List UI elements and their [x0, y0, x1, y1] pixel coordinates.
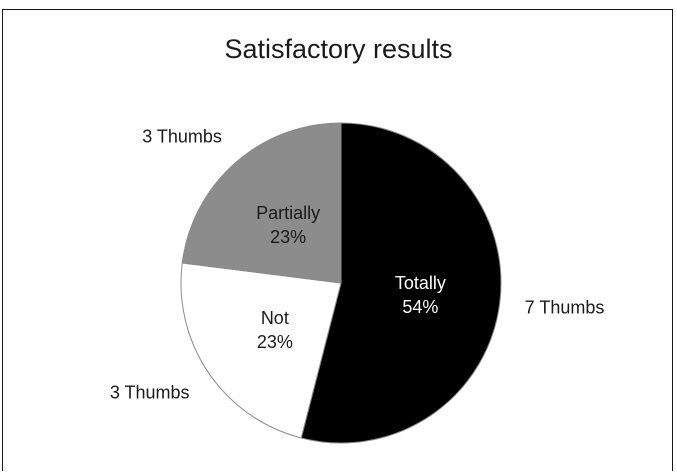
slice-count-label: 3 Thumbs	[110, 383, 190, 403]
slice-percent-label: 23%	[257, 332, 293, 352]
pie-slice-not	[180, 262, 342, 439]
slice-count-label: 3 Thumbs	[142, 127, 222, 147]
chart-title: Satisfactory results	[224, 34, 453, 64]
slice-percent-label: 23%	[270, 227, 306, 247]
pie-slice-partially	[181, 122, 342, 284]
slice-count-label: 7 Thumbs	[525, 297, 605, 317]
pie-labels: Totally 54% 7 Thumbs Not 23% 3 Thumbs Partiall…	[110, 127, 605, 403]
slice-percent-label: 54%	[402, 297, 438, 317]
pie-slices	[180, 122, 502, 444]
slice-name-label: Totally	[395, 273, 446, 293]
slice-name-label: Not	[261, 308, 289, 328]
pie-slice-totally	[300, 122, 502, 444]
slice-name-label: Partially	[256, 203, 320, 223]
